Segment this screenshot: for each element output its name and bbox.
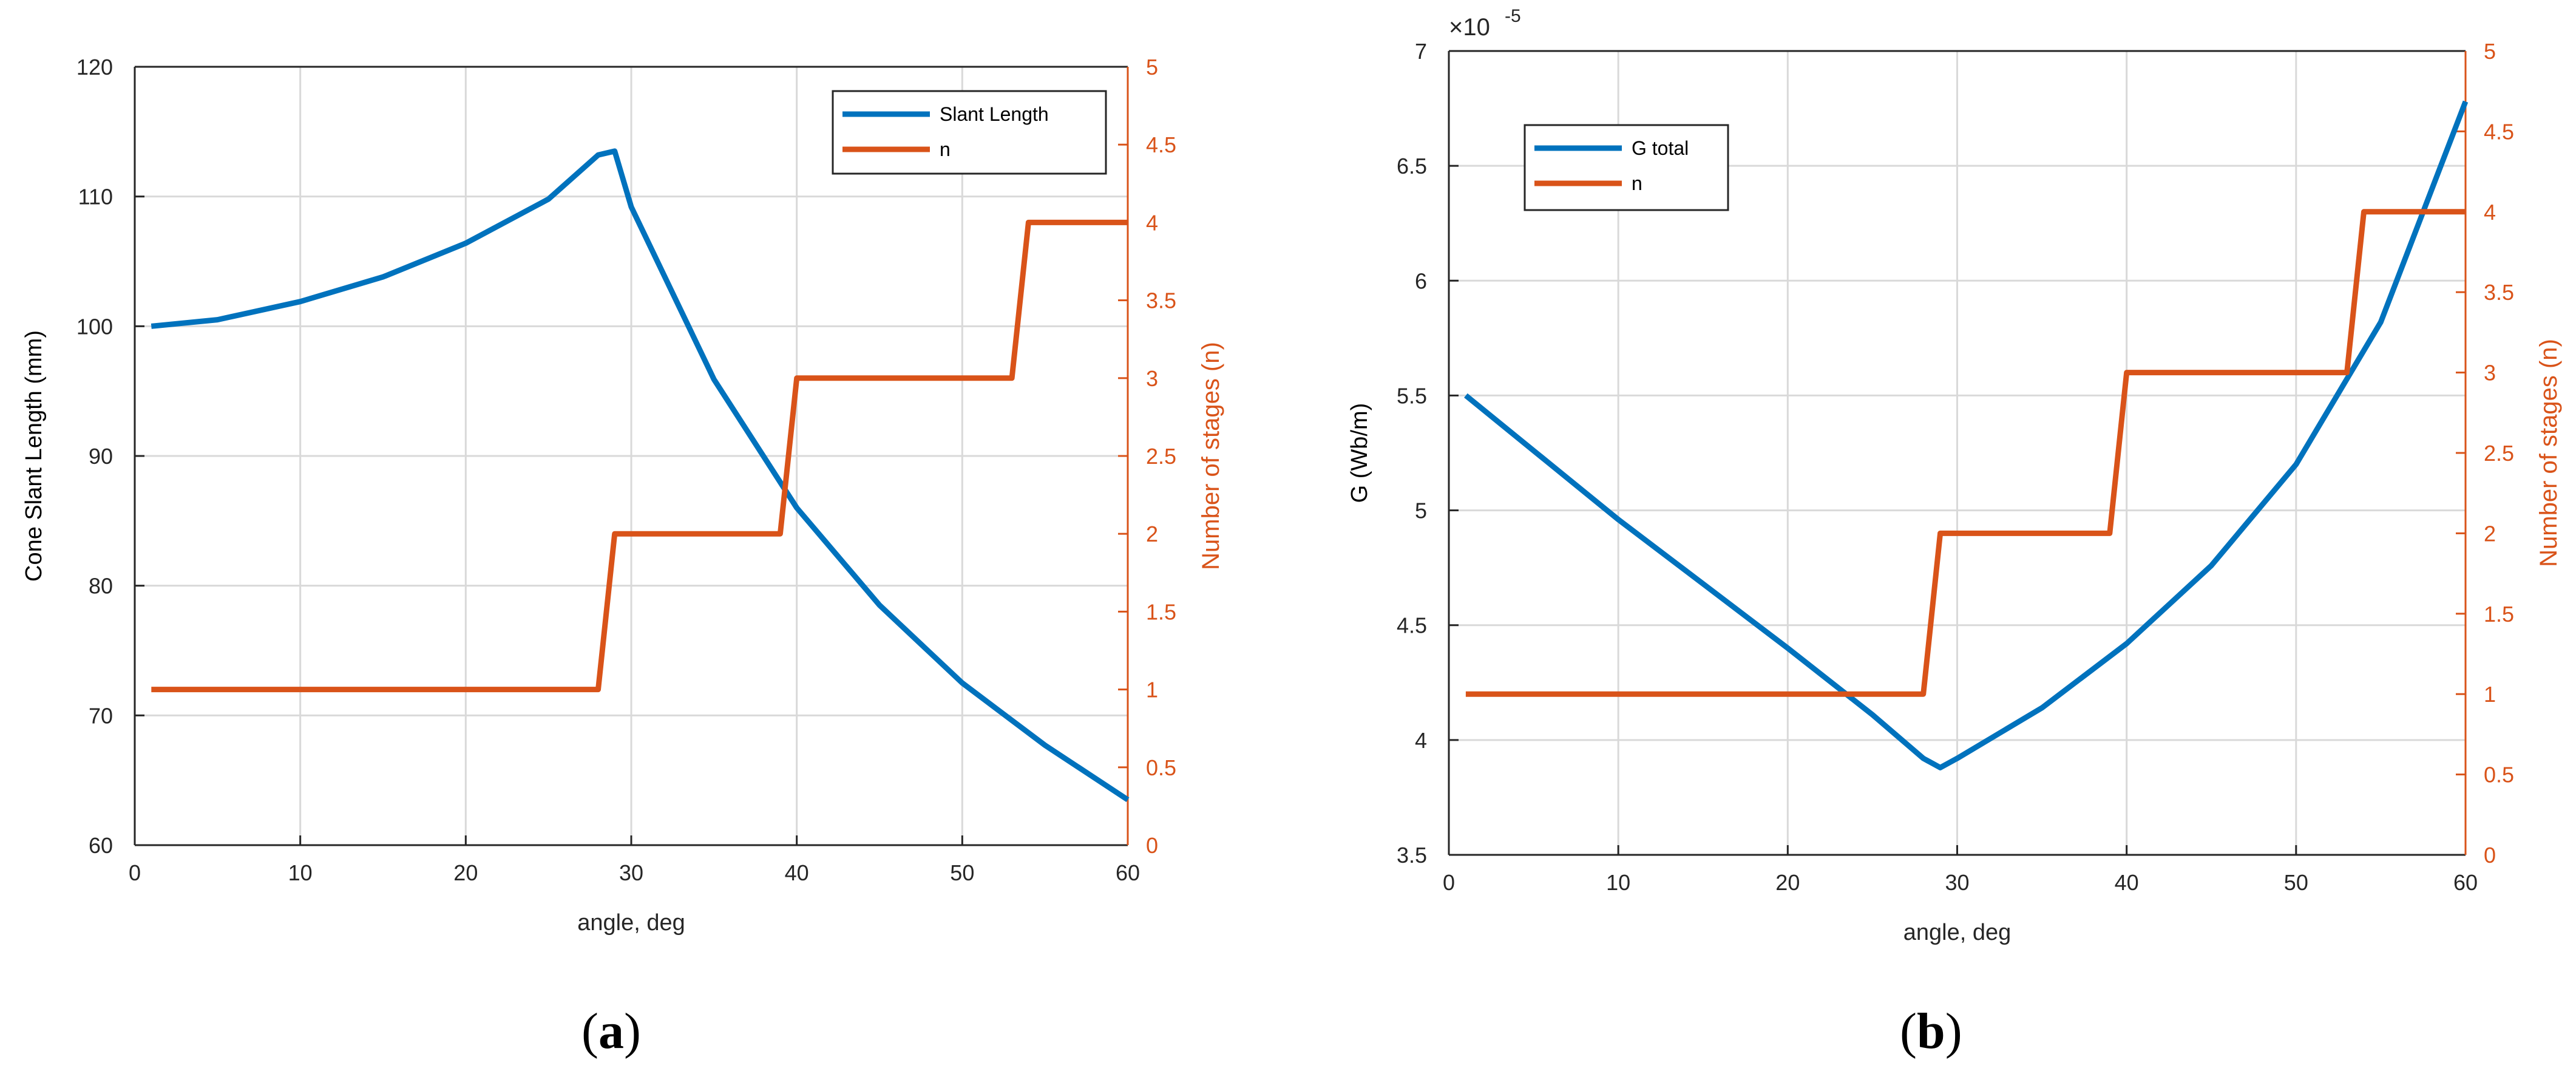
chart-a-y-right-axis-label: Number of stages (n) — [1198, 342, 1224, 570]
chart-b-y-right-tick-label: 3.5 — [2484, 280, 2514, 305]
chart-a-y-left-tick-label: 110 — [78, 185, 113, 209]
chart-a-y-left-tick-label: 80 — [89, 574, 113, 599]
chart-a-y-right-tick-label: 3 — [1146, 366, 1158, 391]
chart-b-y-right-tick-label: 0.5 — [2484, 763, 2514, 787]
chart-a-y-right-tick-label: 0.5 — [1146, 755, 1176, 780]
chart-a-legend-label-n: n — [940, 138, 951, 160]
chart-b-series-n-line — [1465, 209, 2466, 697]
chart-b-y-right-tick-label: 5 — [2484, 39, 2496, 64]
chart-b-y-right-tick-label: 3 — [2484, 361, 2496, 386]
chart-a-y-left-tick-label: 100 — [76, 314, 113, 339]
chart-b-y-left-tick-label: 4.5 — [1397, 613, 1427, 638]
chart-a-x-axis-label: angle, deg — [577, 910, 685, 936]
chart-a-y-right-tick-label: 5 — [1146, 55, 1158, 80]
chart-b-x-tick-label: 40 — [2115, 870, 2139, 895]
chart-a-x-tick-label: 0 — [129, 860, 141, 885]
chart-b-y-left-tick-label: 5 — [1415, 498, 1427, 523]
chart-b-x-tick-label: 10 — [1606, 870, 1630, 895]
chart-a-y-right-tick-label: 1 — [1146, 678, 1158, 702]
chart-b-y-right-tick-label: 4.5 — [2484, 119, 2514, 144]
chart-b-y-left-tick-label: 3.5 — [1397, 843, 1427, 868]
chart-a-y-left-tick-label: 70 — [89, 703, 113, 728]
chart-a-y-left-axis-label: Cone Slant Length (mm) — [21, 330, 47, 582]
chart-a-x-tick-label: 30 — [619, 860, 643, 885]
chart-a-x-tick-label: 50 — [950, 860, 974, 885]
chart-a-y-left-tick-label: 120 — [76, 55, 113, 80]
chart-b-y-left-tick-label: 6.5 — [1397, 154, 1427, 178]
chart-b-x-axis-label: angle, deg — [1903, 920, 2012, 945]
chart-a-y-left-tick-label: 60 — [89, 833, 113, 858]
chart-b-y-left-tick-label: 5.5 — [1397, 383, 1427, 408]
chart-a-series-primary-line — [151, 148, 1130, 802]
chart-b-y-right-tick-label: 1.5 — [2484, 602, 2514, 627]
chart-b-x-tick-label: 60 — [2453, 870, 2478, 895]
chart-b-y-left-tick-label: 4 — [1415, 728, 1427, 753]
chart-a-legend-label-primary: Slant Length — [940, 103, 1049, 125]
chart-b-y-right-tick-label: 0 — [2484, 843, 2496, 868]
chart-b-legend-box — [1524, 124, 1729, 211]
chart-b-x-tick-label: 20 — [1775, 870, 1800, 895]
chart-b-multiplier-base: ×10 — [1449, 14, 1490, 41]
chart-a-x-tick-label: 20 — [453, 860, 478, 885]
chart-a-y-right-tick-label: 0 — [1146, 833, 1158, 858]
chart-b-multiplier-exponent: -5 — [1505, 6, 1521, 26]
chart-b-y-left-tick-label: 7 — [1415, 39, 1427, 64]
chart-a-x-tick-label: 40 — [785, 860, 809, 885]
chart-b-x-tick-label: 30 — [1945, 870, 1969, 895]
chart-b-x-tick-label: 50 — [2284, 870, 2308, 895]
chart-a-legend-box — [832, 90, 1107, 175]
chart-a-y-left-tick-label: 90 — [89, 444, 113, 469]
chart-a-x-tick-label: 60 — [1116, 860, 1140, 885]
chart-a-x-tick-label: 10 — [288, 860, 313, 885]
chart-b-y-left-tick-label: 6 — [1415, 268, 1427, 293]
chart-a-y-right-tick-label: 4.5 — [1146, 132, 1176, 157]
caption-b-label: b — [1916, 1003, 1945, 1059]
caption-b: (b) — [1900, 1003, 1962, 1059]
chart-b-legend-label-n: n — [1632, 172, 1642, 194]
chart-a-y-right-tick-label: 3.5 — [1146, 288, 1176, 313]
chart-a-y-right-tick-label: 2 — [1146, 522, 1158, 546]
chart-b-y-right-tick-label: 2.5 — [2484, 441, 2514, 466]
chart-b-y-right-tick-label: 2 — [2484, 521, 2496, 546]
caption-a-label: a — [598, 1003, 624, 1059]
chart-b-x-tick-label: 0 — [1443, 870, 1455, 895]
chart-a-y-right-tick-label: 4 — [1146, 210, 1158, 235]
caption-a: (a) — [581, 1003, 641, 1059]
chart-b-series-primary-line — [1464, 100, 2469, 770]
chart-b-y-right-tick-label: 1 — [2484, 682, 2496, 707]
chart-a-y-right-tick-label: 2.5 — [1146, 444, 1176, 469]
chart-a-y-right-tick-label: 1.5 — [1146, 599, 1176, 624]
chart-b-y-right-tick-label: 4 — [2484, 200, 2496, 225]
chart-b-legend-label-primary: G total — [1632, 137, 1689, 159]
chart-a-series-n-line — [151, 219, 1128, 693]
chart-b-y-left-axis-label: G (Wb/m) — [1347, 403, 1372, 503]
chart-b-y-right-axis-label: Number of stages (n) — [2535, 339, 2562, 567]
